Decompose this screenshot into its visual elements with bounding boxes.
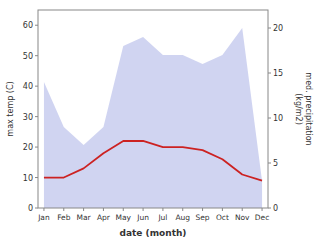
y2-tick-label: 0 [273,204,278,213]
y-tick [35,177,38,178]
x-tick [242,208,243,211]
x-tick [123,208,124,211]
y-tick-label: 60 [23,21,33,30]
x-tick [262,208,263,211]
plot-area [44,28,262,208]
y-tick-label: 10 [23,174,33,183]
y2-axis-label-line: (kg/m2) [294,93,303,125]
y-tick-label: 40 [23,82,33,91]
y2-tick [268,118,271,119]
x-tick-label: May [116,213,132,222]
y2-tick-label: 15 [273,69,283,78]
x-tick-label: Jul [157,213,167,222]
chart: 0 10 20 30 40 50 60 0 5 10 15 20 Jan Feb Mar Apr May Jun J… [0,0,318,242]
x-tick [83,208,84,211]
y-tick-label: 30 [23,113,33,122]
x-tick-label: Mar [77,213,92,222]
x-axis-label: date (month) [120,228,187,238]
y2-tick-label: 10 [273,114,283,123]
x-tick [182,208,183,211]
y-axis-label: max temp (C) [6,81,15,136]
plot-frame [38,10,268,208]
y2-tick [268,208,271,209]
y-tick-label: 20 [23,143,33,152]
y-tick [35,86,38,87]
x-tick-label: Sep [195,213,209,222]
y-tick [35,147,38,148]
y2-tick [268,28,271,29]
x-tick [222,208,223,211]
y-tick [35,25,38,26]
y-tick [35,208,38,209]
x-tick-label: Jun [136,213,149,222]
y-tick-label: 50 [23,52,33,61]
x-tick [162,208,163,211]
y2-tick [268,73,271,74]
y2-axis-label-line: med. precipitation [304,72,313,145]
x-tick-label: Jan [37,213,50,222]
x-tick-label: Aug [175,213,190,222]
y-tick [35,116,38,117]
x-tick-label: Dec [255,213,270,222]
y2-tick [268,163,271,164]
x-tick [103,208,104,211]
y-tick [35,55,38,56]
x-tick [143,208,144,211]
x-tick-label: Nov [235,213,250,222]
precipitation-area [44,28,262,208]
y-tick-label: 0 [28,204,33,213]
y2-axis-label: med. precipitation(kg/m2) [294,72,313,145]
x-tick [202,208,203,211]
x-tick [63,208,64,211]
x-tick-label: Apr [97,213,111,222]
temperature-line [44,141,262,181]
y2-tick-label: 5 [273,159,278,168]
x-tick-label: Feb [57,213,71,222]
x-tick [43,208,44,211]
x-tick-label: Oct [216,213,229,222]
y2-tick-label: 20 [273,24,283,33]
